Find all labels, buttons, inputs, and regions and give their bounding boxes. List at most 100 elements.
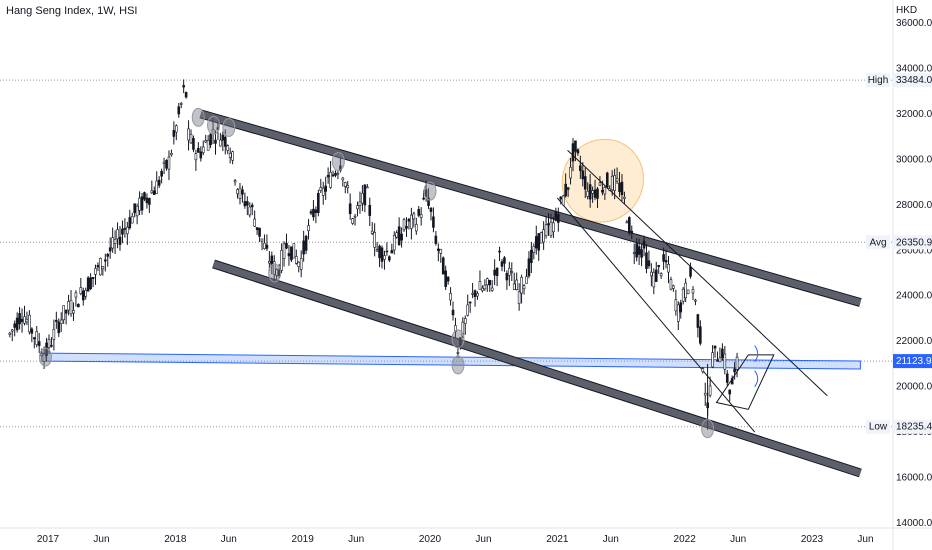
candle-body: [517, 291, 521, 304]
candle-body: [52, 329, 56, 340]
candle-body: [356, 205, 359, 210]
candle-body: [104, 259, 107, 262]
candle-body: [461, 321, 465, 337]
candle-body: [373, 232, 376, 248]
candle-body: [263, 242, 266, 249]
lower-channel-line: [212, 260, 862, 477]
candle-body: [285, 242, 288, 249]
candle-body: [490, 287, 494, 291]
candle-body: [18, 313, 21, 325]
candle-body: [25, 318, 29, 323]
pivot-marker: [191, 107, 205, 127]
candle-body: [258, 227, 261, 237]
candle-body: [101, 266, 105, 270]
candle-body: [628, 217, 631, 234]
candle-body: [390, 250, 394, 254]
candle-body: [505, 272, 509, 281]
candle-body: [414, 224, 418, 232]
candle-body: [353, 215, 357, 218]
wedge-lower-line: [556, 197, 756, 433]
x-tick-label: 2017: [37, 534, 60, 545]
candle-body: [439, 248, 443, 254]
candle-body: [275, 269, 279, 276]
candle-body: [478, 281, 482, 290]
candle-body: [223, 136, 227, 147]
x-tick-label: Jun: [348, 534, 364, 545]
candle-body: [645, 252, 648, 269]
candle-body: [537, 233, 541, 251]
candle-body: [642, 240, 646, 249]
candle-body: [392, 234, 396, 251]
candle-body: [716, 360, 719, 362]
candle-body: [659, 273, 663, 277]
x-tick-label: 2022: [674, 534, 697, 545]
candle-body: [424, 189, 428, 198]
candle-body: [42, 353, 46, 362]
candle-body: [152, 190, 156, 195]
candle-body: [226, 145, 230, 151]
level-value-label: 33484.08: [896, 75, 932, 86]
candle-body: [730, 378, 734, 385]
candle-body: [184, 92, 188, 98]
candle-body: [417, 209, 421, 216]
y-tick-label: 24000.00: [896, 291, 932, 302]
candle-body: [454, 325, 457, 333]
candle-body: [527, 258, 531, 277]
candle-body: [96, 265, 100, 268]
candle-body: [309, 211, 313, 214]
candle-body: [476, 293, 479, 297]
candle-body: [40, 353, 43, 356]
candle-body: [456, 352, 460, 354]
candle-body: [326, 174, 330, 178]
candle-body: [485, 278, 489, 286]
candle-body: [8, 332, 12, 335]
candle-body: [272, 261, 276, 275]
candle-body: [605, 172, 609, 188]
arrow-down-marker: [754, 370, 759, 388]
candle-body: [498, 250, 501, 253]
candle-body: [650, 271, 653, 277]
arrow-up-marker: [754, 345, 759, 363]
candle-body: [209, 133, 212, 145]
candle-body: [23, 316, 26, 324]
candle-body: [733, 368, 736, 373]
candle-body: [630, 230, 634, 234]
candle-body: [79, 287, 83, 294]
candle-body: [358, 201, 362, 206]
candle-body: [552, 222, 555, 233]
candle-body: [15, 317, 19, 331]
candle-body: [503, 257, 506, 264]
candle-body: [219, 139, 222, 147]
candle-body: [635, 243, 638, 258]
candle-body: [699, 326, 702, 344]
candle-body: [571, 143, 575, 162]
candle-body: [165, 159, 168, 169]
candle-body: [522, 285, 526, 290]
candle-body: [348, 203, 352, 215]
candle-body: [10, 329, 14, 332]
y-tick-label: 14000.00: [896, 518, 932, 529]
candle-body: [691, 289, 695, 294]
candle-body: [143, 192, 146, 200]
x-tick-label: 2021: [546, 534, 569, 545]
level-value-bg: [893, 235, 932, 250]
candle-body: [654, 269, 658, 282]
candle-body: [549, 221, 553, 236]
candle-body: [579, 165, 582, 172]
candle-body: [135, 205, 139, 217]
candle-body: [30, 328, 34, 334]
candle-body: [593, 189, 597, 198]
candle-body: [366, 186, 369, 189]
candle-body: [547, 223, 550, 226]
candle-body: [317, 192, 320, 213]
candle-body: [488, 279, 492, 286]
candle-body: [336, 172, 340, 175]
candle-body: [588, 184, 592, 200]
level-tag-label: Low: [869, 422, 888, 433]
y-tick-label: 36000.00: [896, 18, 932, 29]
candle-body: [696, 314, 700, 328]
candle-body: [57, 321, 61, 334]
wedge-upper-line: [567, 149, 828, 397]
candle-body: [346, 185, 350, 189]
